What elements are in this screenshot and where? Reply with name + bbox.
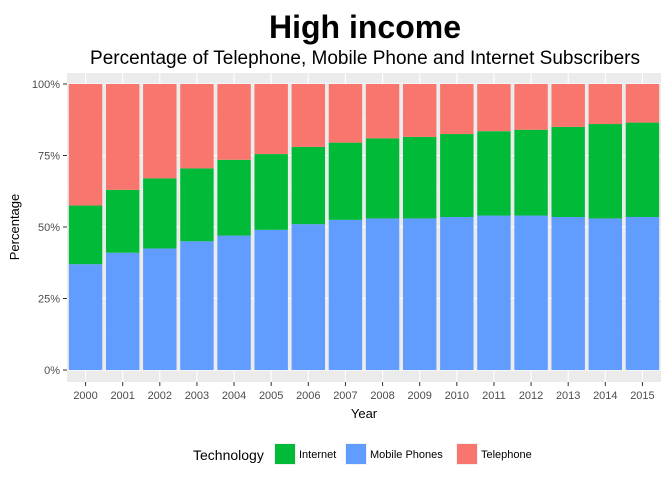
bar-mobile-phones-2004: [217, 235, 251, 370]
bar-telephone-2013: [551, 84, 585, 127]
x-tick-label: 2002: [148, 390, 172, 402]
x-tick-label: 2009: [407, 390, 431, 402]
bar-telephone-2009: [402, 84, 437, 137]
bar-internet-2009: [402, 136, 437, 219]
x-tick-label: 2014: [593, 390, 617, 402]
x-tick-label: 2001: [110, 390, 134, 402]
bar-telephone-2014: [588, 84, 623, 125]
x-tick-label: 2013: [556, 390, 580, 402]
bar-telephone-2015: [625, 84, 660, 123]
x-tick-label: 2006: [296, 390, 320, 402]
bar-mobile-phones-2013: [551, 216, 585, 370]
bar-telephone-2002: [143, 84, 177, 179]
bar-mobile-phones-2003: [180, 241, 214, 370]
y-tick-label: 0%: [44, 365, 60, 377]
bar-mobile-phones-2015: [625, 216, 660, 370]
x-axis: 2000 2001 2002 2003 2004 2005 2006 2007 2008 2009…: [73, 382, 655, 402]
bar-internet-2014: [588, 124, 623, 219]
bar-internet-2010: [440, 134, 474, 217]
bar-mobile-phones-2000: [68, 264, 103, 370]
bar-telephone-2003: [180, 84, 214, 169]
bar-internet-2004: [217, 159, 251, 236]
legend-label-internet: Internet: [299, 449, 336, 461]
x-tick-label: 2007: [333, 390, 357, 402]
bar-internet-2005: [254, 154, 288, 230]
chart-title: High income: [269, 9, 461, 45]
legend-label-telephone: Telephone: [481, 449, 532, 461]
legend-label-mobile-phones: Mobile Phones: [370, 449, 443, 461]
legend-swatch-internet: [275, 444, 295, 464]
legend: Technology Internet Mobile Phones Telephon…: [193, 443, 532, 465]
legend-swatch-telephone: [457, 444, 477, 464]
bar-internet-2015: [625, 122, 660, 217]
bar-internet-2001: [105, 189, 140, 253]
bar-internet-2002: [143, 178, 177, 249]
bar-mobile-phones-2012: [514, 215, 548, 370]
bar-mobile-phones-2007: [328, 219, 363, 370]
y-tick-label: 25%: [38, 294, 60, 306]
x-tick-label: 2011: [482, 390, 506, 402]
bar-telephone-2011: [477, 84, 511, 132]
bar-mobile-phones-2002: [143, 248, 177, 370]
bar-internet-2008: [365, 138, 400, 219]
bar-internet-2006: [291, 146, 326, 225]
x-tick-label: 2010: [445, 390, 469, 402]
bar-telephone-2005: [254, 84, 288, 155]
bar-mobile-phones-2009: [402, 218, 437, 370]
bar-telephone-2008: [365, 84, 400, 139]
bar-mobile-phones-2011: [477, 215, 511, 370]
bar-internet-2013: [551, 126, 585, 217]
x-tick-label: 2012: [519, 390, 543, 402]
bar-telephone-2007: [328, 84, 363, 143]
bar-internet-2003: [180, 168, 214, 242]
bar-telephone-2012: [514, 84, 548, 130]
bar-mobile-phones-2005: [254, 229, 288, 370]
bar-telephone-2001: [105, 84, 140, 190]
x-tick-label: 2003: [185, 390, 209, 402]
x-tick-label: 2004: [222, 390, 246, 402]
x-tick-label: 2005: [259, 390, 283, 402]
y-axis-title: Percentage: [7, 194, 22, 261]
bars: [68, 84, 660, 370]
x-tick-label: 2000: [73, 390, 97, 402]
bar-internet-2012: [514, 129, 548, 216]
x-tick-label: 2015: [630, 390, 654, 402]
bar-internet-2000: [68, 205, 103, 265]
bar-telephone-2010: [440, 84, 474, 135]
y-tick-label: 75%: [38, 151, 60, 163]
x-tick-label: 2008: [370, 390, 394, 402]
legend-swatch-mobile-phones: [346, 444, 366, 464]
chart-subtitle: Percentage of Telephone, Mobile Phone an…: [90, 48, 640, 69]
bar-internet-2007: [328, 142, 363, 220]
y-tick-label: 100%: [32, 79, 60, 91]
bar-mobile-phones-2006: [291, 224, 326, 370]
bar-telephone-2000: [68, 84, 103, 206]
y-tick-label: 50%: [38, 222, 60, 234]
x-axis-title: Year: [351, 406, 378, 421]
bar-telephone-2006: [291, 84, 326, 147]
bar-internet-2011: [477, 131, 511, 216]
legend-title: Technology: [193, 447, 264, 463]
y-axis: 0% 25% 50% 75% 100%: [32, 79, 67, 377]
bar-telephone-2004: [217, 84, 251, 160]
bar-mobile-phones-2010: [440, 216, 474, 370]
bar-mobile-phones-2008: [365, 218, 400, 370]
bar-mobile-phones-2014: [588, 218, 623, 370]
bar-mobile-phones-2001: [105, 252, 140, 370]
